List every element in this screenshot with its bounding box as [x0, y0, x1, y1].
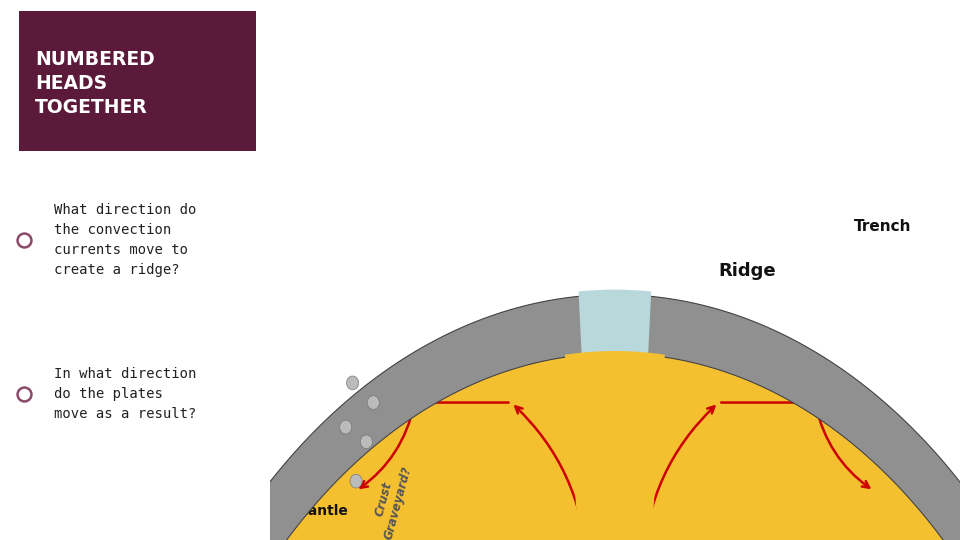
Polygon shape: [138, 354, 960, 540]
Ellipse shape: [350, 474, 362, 488]
Ellipse shape: [360, 435, 372, 449]
Text: NUMBERED
HEADS
TOGETHER: NUMBERED HEADS TOGETHER: [36, 50, 155, 117]
Text: 660-km: 660-km: [909, 481, 942, 531]
Wedge shape: [579, 289, 651, 540]
Text: In what direction
do the plates
move as a result?: In what direction do the plates move as …: [54, 367, 197, 421]
FancyBboxPatch shape: [19, 11, 256, 151]
Ellipse shape: [368, 396, 379, 409]
Polygon shape: [101, 294, 960, 540]
Text: Mantle: Mantle: [295, 503, 348, 517]
Ellipse shape: [347, 376, 359, 390]
Text: What direction do
the convection
currents move to
create a ridge?: What direction do the convection current…: [54, 203, 197, 278]
Text: Trench: Trench: [854, 219, 912, 234]
Ellipse shape: [340, 420, 351, 434]
Wedge shape: [564, 351, 665, 540]
Text: Ridge: Ridge: [718, 262, 776, 280]
Polygon shape: [97, 294, 960, 540]
Text: Crust
Graveyard?: Crust Graveyard?: [368, 461, 414, 540]
